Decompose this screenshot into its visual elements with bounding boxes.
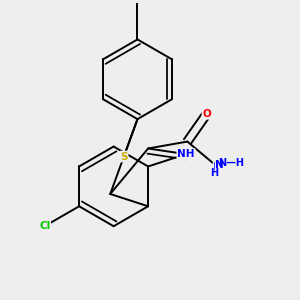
Text: N: N bbox=[214, 162, 222, 172]
Text: NH: NH bbox=[177, 149, 195, 159]
Text: S: S bbox=[120, 152, 127, 161]
Text: N: N bbox=[215, 160, 224, 170]
Text: N—H: N—H bbox=[218, 158, 244, 168]
Text: O: O bbox=[202, 109, 211, 119]
Text: Cl: Cl bbox=[39, 221, 50, 231]
Text: H: H bbox=[210, 168, 218, 178]
